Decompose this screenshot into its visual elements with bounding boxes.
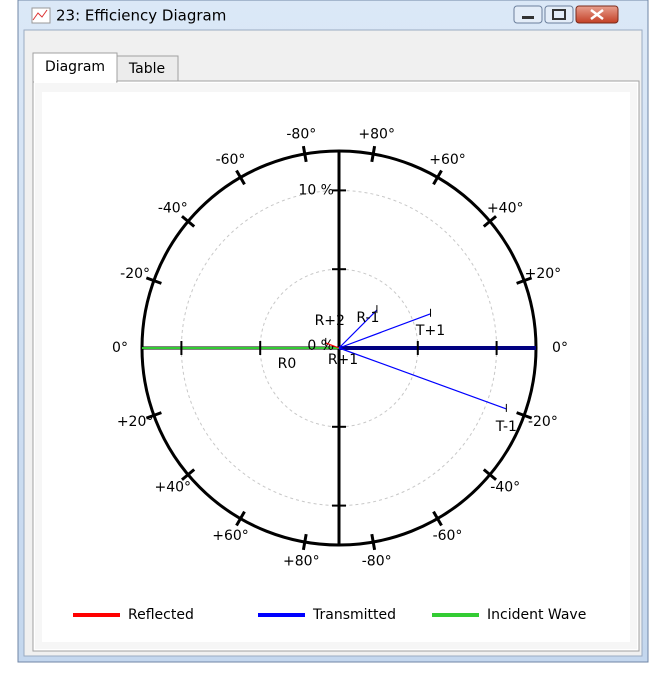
close-icon: [590, 9, 604, 20]
order-label: R0: [278, 356, 297, 372]
angle-tick-label: -80°: [362, 554, 392, 570]
order-label: R-1: [356, 310, 379, 326]
angle-tick-label: +20°: [525, 266, 562, 282]
tab-join: [34, 80, 116, 83]
maximize-icon: [552, 9, 566, 20]
angle-tick: [482, 215, 498, 228]
angle-tick: [145, 276, 162, 285]
tab-label: Table: [128, 61, 165, 77]
r-tick-label: 10 %: [298, 182, 334, 198]
angle-tick-label: +40°: [154, 479, 191, 495]
legend-label: Incident Wave: [487, 607, 586, 623]
legend-label: Reflected: [128, 607, 194, 623]
minimize-button[interactable]: [513, 5, 543, 24]
order-line: [338, 309, 378, 349]
angle-tick: [432, 169, 443, 186]
tab-label: Diagram: [45, 59, 105, 75]
angle-tick: [180, 215, 196, 228]
angle-tick-label: +80°: [283, 554, 320, 570]
chart: 0 % 10 % 0° +20° +40° +60° +80° -20° -40° -60° -80…: [73, 126, 586, 623]
angle-tick: [370, 145, 377, 163]
angle-tick-label: +60°: [429, 152, 466, 168]
order-label: T-1: [495, 419, 517, 435]
order-line: [325, 342, 340, 349]
angle-tick: [235, 169, 246, 186]
angle-tick-label: -20°: [528, 414, 558, 430]
legend-label: Transmitted: [312, 607, 396, 623]
angle-tick: [432, 510, 443, 527]
angle-tick: [370, 533, 377, 551]
order-label: T+1: [415, 323, 445, 339]
angle-tick: [145, 411, 162, 420]
angle-tick-label: -40°: [158, 201, 188, 217]
order-label: R+2: [315, 313, 345, 329]
r-tick-label: 0 %: [307, 338, 334, 354]
minimize-icon: [522, 16, 534, 19]
order-line: [338, 347, 507, 410]
angle-tick-label: +40°: [487, 201, 524, 217]
angle-tick: [482, 468, 498, 481]
order-line: [338, 313, 431, 349]
angle-tick: [180, 468, 196, 481]
angle-tick: [516, 276, 533, 285]
plot-area: [42, 92, 630, 642]
angle-tick-label: +20°: [117, 414, 154, 430]
angle-tick: [301, 533, 308, 551]
angle-tick-label: -60°: [433, 528, 463, 544]
angle-tick-label: +60°: [212, 528, 249, 544]
app-icon: [31, 7, 51, 24]
angle-tick-label: 0°: [112, 340, 128, 356]
angle-tick-label: -60°: [216, 152, 246, 168]
angle-tick-label: -20°: [120, 266, 150, 282]
angle-tick-label: -80°: [286, 126, 316, 142]
angle-tick-label: +80°: [358, 126, 395, 142]
order-label: R+1: [328, 352, 358, 368]
window-title: 23: Efficiency Diagram: [56, 7, 226, 25]
angle-tick: [516, 411, 533, 420]
angle-tick-label: 0°: [552, 340, 568, 356]
tab[interactable]: [116, 55, 179, 82]
angle-tick: [235, 510, 246, 527]
maximize-button[interactable]: [544, 5, 574, 24]
angle-tick: [301, 145, 308, 163]
angle-tick-label: -40°: [490, 479, 520, 495]
